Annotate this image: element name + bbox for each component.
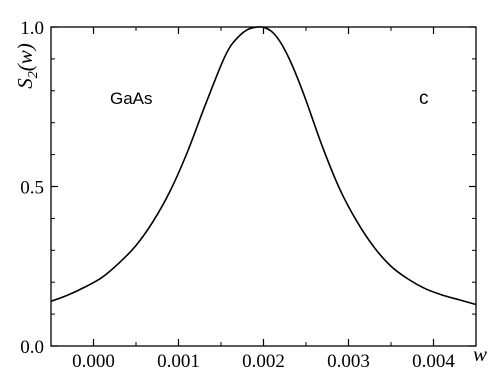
y-tick-label: 0.5 xyxy=(20,178,44,199)
x-tick-label: 0.002 xyxy=(242,351,285,372)
x-tick-label: 0.004 xyxy=(412,351,455,372)
material-annotation: GaAs xyxy=(110,89,153,108)
y-tick-label: 0.0 xyxy=(20,337,44,358)
panel-label: c xyxy=(419,88,429,109)
x-axis-ticks xyxy=(50,27,477,346)
plot-frame xyxy=(50,26,477,347)
series-line xyxy=(50,26,477,306)
y-axis-label-arg: (w) xyxy=(13,43,37,71)
x-tick-label: 0.003 xyxy=(327,351,370,372)
y-axis-tick-labels: 0.0 0.5 1.0 xyxy=(20,18,44,358)
series-layer xyxy=(50,26,477,306)
y-tick-label: 1.0 xyxy=(20,18,44,39)
x-axis-label: w xyxy=(473,342,487,366)
y-axis-label-sub: 2 xyxy=(26,71,41,78)
y-axis-label-main: S xyxy=(13,78,37,89)
x-axis-tick-labels: 0.000 0.001 0.002 0.003 0.004 xyxy=(72,351,455,372)
y-axis-label: S2(w) xyxy=(13,43,41,89)
x-tick-label: 0.000 xyxy=(72,351,115,372)
plot-area-border xyxy=(50,26,477,347)
y-axis-ticks xyxy=(51,26,476,347)
x-tick-label: 0.001 xyxy=(157,351,200,372)
